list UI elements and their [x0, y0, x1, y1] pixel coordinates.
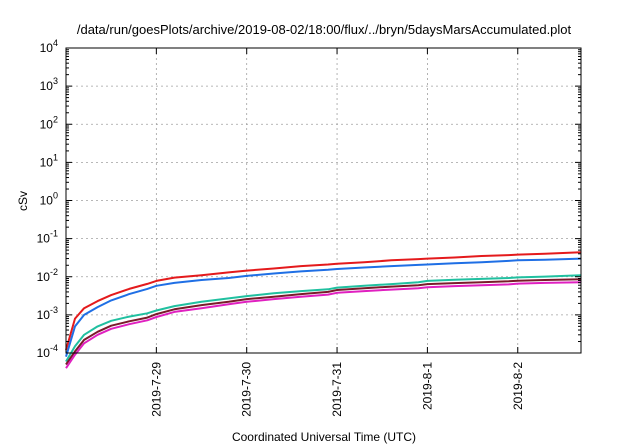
y-tick-label: 102 — [40, 114, 58, 131]
series-line — [65, 278, 582, 366]
tick-layer: 10-4 10-3 10-2 10-1 100 101 102 103 104 2019-7-29… — [37, 38, 581, 417]
y-tick-label: 100 — [40, 191, 58, 208]
x-tick-label: 2019-7-31 — [330, 362, 344, 417]
x-tick-label: 2019-7-30 — [240, 362, 254, 417]
y-axis-label: cSv — [16, 191, 30, 211]
x-axis-label: Coordinated Universal Time (UTC) — [232, 430, 416, 444]
x-tick-label: 2019-8-1 — [420, 362, 434, 410]
x-tick-label: 2019-7-29 — [149, 362, 163, 417]
y-tick-label: 10-2 — [37, 267, 58, 284]
y-tick-label: 10-1 — [37, 229, 58, 246]
y-tick-label: 104 — [40, 38, 58, 55]
series-line — [65, 257, 582, 357]
y-tick-label: 10-3 — [37, 305, 58, 322]
y-tick-label: 101 — [40, 152, 58, 169]
series-line — [65, 281, 582, 369]
y-tick-label: 103 — [40, 76, 58, 93]
y-tick-label: 10-4 — [37, 343, 58, 360]
series-line — [65, 274, 582, 363]
grid-layer — [66, 48, 581, 353]
chart-title: /data/run/goesPlots/archive/2019-08-02/1… — [77, 22, 572, 37]
series-layer — [65, 251, 582, 369]
x-tick-label: 2019-8-2 — [511, 362, 525, 410]
plot-frame — [65, 47, 582, 354]
series-line — [65, 251, 582, 351]
